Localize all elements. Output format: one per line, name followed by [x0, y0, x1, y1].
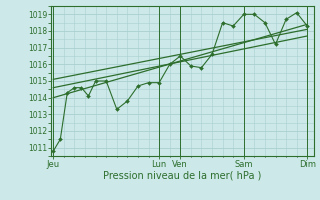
X-axis label: Pression niveau de la mer( hPa ): Pression niveau de la mer( hPa )	[103, 171, 261, 181]
